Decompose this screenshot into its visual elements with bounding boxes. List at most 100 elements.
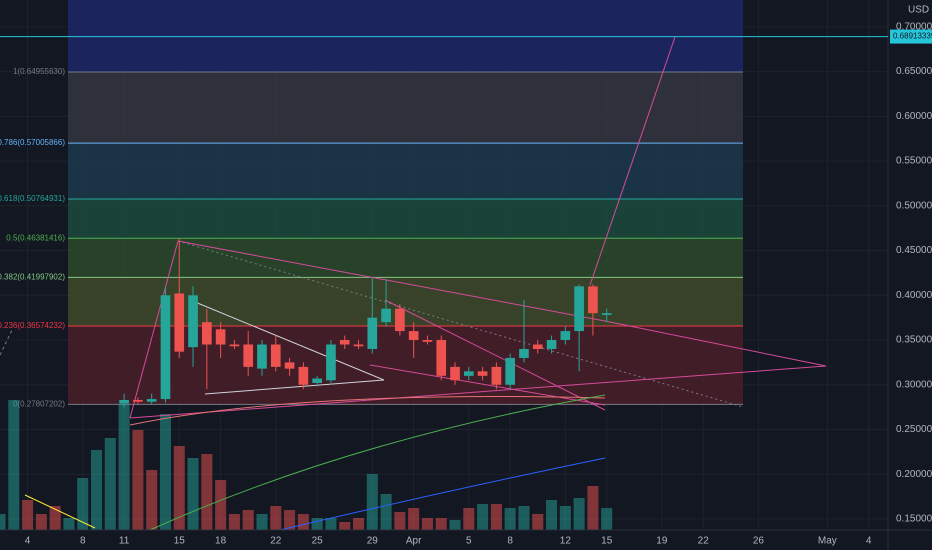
candle-body	[312, 378, 322, 383]
fib-label: 0(0.27807202)	[13, 400, 65, 409]
price-label: 0.68913339	[893, 32, 932, 41]
y-tick-label: 0.35000000	[896, 335, 932, 346]
volume-bar	[546, 500, 558, 530]
candle-body	[243, 344, 254, 367]
volume-bar	[573, 498, 585, 530]
x-tick-label: 29	[367, 536, 379, 547]
volume-bar	[118, 404, 130, 530]
ma-blue	[279, 457, 606, 531]
candle-body	[505, 357, 516, 385]
candle-body	[133, 399, 143, 402]
candle-body	[491, 366, 502, 385]
x-tick-label: 15	[174, 536, 186, 547]
y-tick-label: 0.65000000	[896, 66, 932, 77]
y-tick-label: 0.25000000	[896, 424, 932, 435]
volume-bar	[477, 504, 489, 530]
x-tick-label: May	[818, 536, 837, 547]
volume-bar	[339, 522, 351, 530]
volume-trend	[24, 494, 96, 529]
candle-body	[477, 371, 488, 376]
fib-label: 0.382(0.41997902)	[0, 273, 65, 282]
candle-body	[339, 340, 350, 345]
x-tick-label: 12	[560, 536, 572, 547]
candle-body	[215, 329, 226, 345]
candle-body	[408, 331, 419, 341]
volume-bar	[463, 508, 475, 530]
candle-body	[257, 344, 267, 369]
volume-bar	[270, 506, 282, 530]
fib-label: 0.5(0.46381416)	[6, 233, 65, 242]
volume-bar	[449, 520, 461, 530]
volume-bar	[77, 478, 89, 530]
volume-bar	[187, 458, 199, 530]
candle-body	[188, 295, 198, 348]
volume-bar	[311, 518, 323, 530]
volume-bar	[91, 450, 103, 530]
fib-band	[68, 143, 743, 199]
candle-body	[560, 331, 571, 341]
candle-body	[326, 344, 336, 381]
volume-bar	[146, 470, 158, 530]
price-label-box	[890, 29, 932, 44]
ma-line	[0, 329, 13, 356]
volume-bar	[8, 400, 20, 530]
fib-band	[68, 198, 743, 239]
candle-body	[422, 340, 433, 342]
volume-bar	[201, 454, 213, 530]
x-tick-label: 15	[601, 536, 613, 547]
volume-bar	[173, 446, 185, 530]
y-tick-label: 0.20000000	[896, 469, 932, 480]
volume-bar	[366, 474, 378, 530]
volume-bar	[504, 508, 516, 530]
candle-body	[367, 317, 378, 349]
candle-body	[146, 399, 157, 402]
y-tick-label: 0.50000000	[896, 200, 932, 211]
volume-bar	[104, 438, 116, 530]
x-tick-label: 4	[25, 536, 31, 547]
x-tick-label: 8	[80, 536, 86, 547]
x-tick-label: 22	[698, 536, 710, 547]
triangle	[129, 240, 827, 419]
volume-bar	[284, 510, 296, 530]
x-tick-label: 25	[312, 536, 324, 547]
x-tick-label: 22	[270, 536, 282, 547]
wedge	[369, 299, 606, 411]
candle-body	[202, 322, 212, 345]
candle-body	[174, 293, 185, 352]
volume-bar	[256, 514, 268, 530]
candle-body	[298, 366, 309, 385]
candle-body	[284, 362, 295, 369]
volume-bar	[159, 414, 171, 530]
x-tick-label: 18	[215, 536, 227, 547]
candle-body	[588, 286, 598, 314]
volume-bar	[63, 518, 75, 530]
volume-bar	[22, 500, 34, 530]
candle-body	[229, 344, 240, 347]
volume-bar	[587, 486, 599, 530]
volume-bar	[352, 518, 365, 530]
y-tick-label: 0.40000000	[896, 290, 932, 301]
volume-bar	[559, 506, 571, 530]
volume-bar	[242, 510, 254, 530]
x-tick-label: 4	[866, 536, 872, 547]
volume-bar	[601, 508, 613, 530]
volume-bar	[421, 518, 433, 530]
ma-red	[129, 396, 606, 426]
x-tick-label: 19	[656, 536, 668, 547]
small-triangle	[194, 301, 385, 395]
y-tick-label: 0.60000000	[896, 111, 932, 122]
candle-body	[519, 348, 529, 358]
candle-body	[463, 371, 474, 376]
x-tick-label: 26	[753, 536, 765, 547]
candle-body	[270, 344, 281, 367]
fib-label: 0.786(0.57005866)	[0, 138, 65, 147]
y-tick-label: 0.30000000	[896, 379, 932, 390]
candle-body	[395, 308, 405, 332]
y-tick-label: 0.15000000	[896, 514, 932, 525]
fib-label: 0.618(0.50764931)	[0, 194, 65, 203]
volume-bar	[394, 512, 406, 530]
fib-band	[68, 71, 743, 144]
volume-bar	[228, 514, 240, 530]
